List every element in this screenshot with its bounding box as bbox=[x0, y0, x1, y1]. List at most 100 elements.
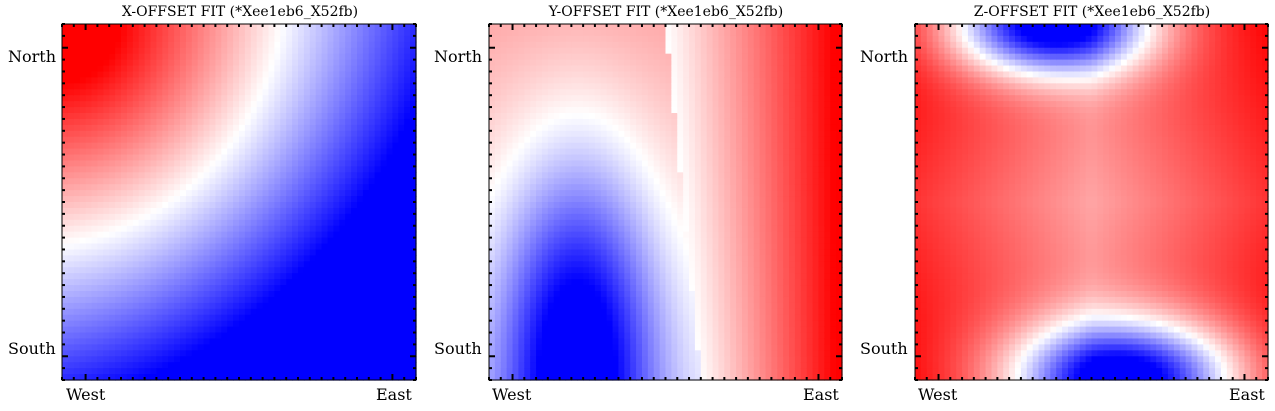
heatmap-cell bbox=[541, 314, 549, 322]
heatmap-cell bbox=[97, 124, 104, 132]
heatmap-cell bbox=[185, 291, 193, 298]
heatmap-cell bbox=[577, 332, 584, 340]
heatmap-cell bbox=[571, 350, 578, 357]
heatmap-cell bbox=[168, 136, 175, 144]
heatmap-cell bbox=[239, 296, 246, 304]
heatmap-cell bbox=[215, 279, 222, 286]
heatmap-cell bbox=[512, 344, 520, 351]
heatmap-cell bbox=[368, 24, 376, 31]
heatmap-cell bbox=[386, 308, 393, 316]
heatmap-cell bbox=[221, 302, 228, 310]
heatmap-cell bbox=[357, 113, 364, 120]
heatmap-cell bbox=[67, 202, 75, 209]
heatmap-cell bbox=[380, 213, 388, 221]
heatmap-cell bbox=[583, 368, 590, 375]
heatmap-cell bbox=[174, 237, 181, 245]
heatmap-cell bbox=[197, 35, 205, 43]
heatmap-cell bbox=[315, 35, 323, 43]
heatmap-cell bbox=[518, 124, 525, 132]
heatmap-cell bbox=[368, 356, 376, 363]
heatmap-cell bbox=[321, 350, 329, 357]
heatmap-cell bbox=[79, 118, 87, 126]
heatmap-cell bbox=[221, 107, 228, 114]
heatmap-cell bbox=[577, 202, 584, 209]
heatmap-cell bbox=[292, 296, 299, 304]
heatmap-cell bbox=[292, 77, 299, 84]
heatmap-cell bbox=[392, 356, 399, 363]
heatmap-cell bbox=[209, 291, 216, 298]
heatmap-cell bbox=[244, 368, 252, 375]
heatmap-cell bbox=[298, 107, 305, 114]
heatmap-cell bbox=[589, 59, 596, 67]
heatmap-cell bbox=[162, 35, 169, 43]
heatmap-cell bbox=[398, 350, 405, 357]
heatmap-cell bbox=[351, 41, 358, 49]
heatmap-cell bbox=[138, 118, 146, 126]
heatmap-cell bbox=[250, 35, 258, 43]
heatmap-cell bbox=[589, 255, 596, 262]
heatmap-cell bbox=[209, 368, 216, 375]
heatmap-cell bbox=[327, 166, 334, 173]
heatmap-cell bbox=[380, 302, 388, 310]
heatmap-cell bbox=[530, 118, 537, 126]
heatmap-cell bbox=[115, 83, 122, 90]
heatmap-cell bbox=[500, 231, 508, 239]
heatmap-cell bbox=[156, 124, 163, 132]
heatmap-cell bbox=[298, 213, 305, 221]
heatmap-cell bbox=[274, 255, 281, 262]
heatmap-cell bbox=[215, 47, 222, 55]
heatmap-cell bbox=[357, 77, 364, 84]
heatmap-cell bbox=[398, 83, 405, 90]
heatmap-cell bbox=[168, 178, 175, 185]
heatmap-cell bbox=[174, 142, 181, 150]
heatmap-cell bbox=[256, 308, 264, 316]
heatmap-cell bbox=[97, 83, 104, 90]
heatmap-cell bbox=[103, 41, 110, 49]
heatmap-cell bbox=[209, 255, 216, 262]
heatmap-cell bbox=[351, 267, 358, 274]
heatmap-cell bbox=[62, 362, 69, 369]
heatmap-cell bbox=[518, 89, 525, 96]
heatmap-cell bbox=[239, 142, 246, 150]
heatmap-cell bbox=[500, 71, 508, 78]
heatmap-cell bbox=[73, 202, 81, 209]
heatmap-cell bbox=[559, 136, 567, 144]
heatmap-cell bbox=[233, 107, 240, 114]
heatmap-cell bbox=[115, 231, 122, 239]
heatmap-cell bbox=[256, 338, 264, 345]
heatmap-cell bbox=[91, 190, 98, 197]
heatmap-cell bbox=[368, 243, 376, 251]
heatmap-cell bbox=[262, 41, 270, 49]
heatmap-cell bbox=[162, 320, 169, 328]
heatmap-cell bbox=[339, 255, 346, 262]
heatmap-cell bbox=[398, 89, 405, 96]
heatmap-cell bbox=[518, 118, 525, 126]
heatmap-cell bbox=[262, 77, 270, 84]
heatmap-cell bbox=[489, 362, 496, 369]
heatmap-cell bbox=[303, 344, 311, 351]
heatmap-cell bbox=[374, 344, 382, 351]
heatmap-cell bbox=[333, 285, 340, 292]
heatmap-cell bbox=[362, 136, 370, 144]
heatmap-cell bbox=[227, 136, 234, 144]
heatmap-cell bbox=[109, 202, 116, 209]
heatmap-cell bbox=[62, 47, 69, 55]
heatmap-cell bbox=[185, 24, 193, 31]
heatmap-cell bbox=[351, 207, 358, 215]
heatmap-cell bbox=[583, 291, 590, 298]
heatmap-cell bbox=[333, 362, 340, 369]
heatmap-cell bbox=[180, 47, 187, 55]
heatmap-cell bbox=[233, 113, 240, 120]
heatmap-cell bbox=[67, 344, 75, 351]
heatmap-cell bbox=[233, 71, 240, 78]
heatmap-cell bbox=[103, 113, 110, 120]
heatmap-cell bbox=[380, 249, 388, 256]
heatmap-cell bbox=[565, 285, 572, 292]
heatmap-cell bbox=[298, 231, 305, 239]
heatmap-cell bbox=[292, 374, 299, 381]
heatmap-cell bbox=[115, 314, 122, 322]
heatmap-cell bbox=[239, 308, 246, 316]
heatmap-cell bbox=[298, 219, 305, 227]
heatmap-cell bbox=[303, 113, 311, 120]
heatmap-cell bbox=[321, 332, 329, 340]
